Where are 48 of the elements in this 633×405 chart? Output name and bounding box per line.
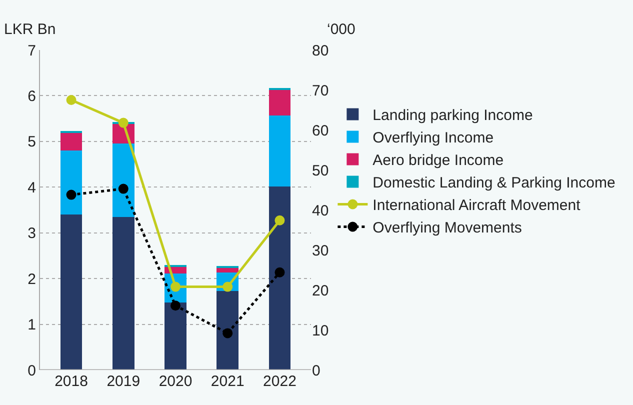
y2-tick-label: 10 bbox=[312, 322, 329, 340]
point bbox=[66, 95, 76, 105]
y-tick-label: 3 bbox=[28, 225, 36, 242]
y-axis-title: LKR Bn bbox=[4, 21, 56, 38]
y2-tick-label: 60 bbox=[312, 122, 329, 140]
point bbox=[274, 215, 285, 226]
bar bbox=[268, 115, 291, 187]
bar bbox=[60, 132, 82, 151]
y2-tick-label: 0 bbox=[312, 362, 320, 380]
y2-tick-label: 20 bbox=[312, 282, 329, 300]
point bbox=[222, 328, 233, 338]
y-tick-label: 2 bbox=[28, 270, 36, 288]
y2-tick-label: 50 bbox=[312, 162, 329, 180]
point bbox=[118, 184, 128, 194]
bar bbox=[112, 144, 134, 217]
legend-label: Landing parking Income bbox=[372, 107, 533, 124]
bar bbox=[164, 302, 186, 370]
legend-label: Domestic Landing & Parking Income bbox=[372, 174, 616, 192]
bar bbox=[60, 150, 82, 215]
bar bbox=[112, 216, 134, 370]
x-tick-label: 2018 bbox=[54, 373, 88, 390]
y2-axis-title: ‘000 bbox=[327, 21, 356, 38]
y-tick-label: 1 bbox=[28, 316, 36, 334]
y2-tick-label: 80 bbox=[312, 42, 329, 60]
bar bbox=[268, 89, 291, 116]
y2-tick-label: 30 bbox=[312, 242, 329, 260]
x-tick-label: 2019 bbox=[106, 373, 140, 390]
y-tick-label: 5 bbox=[28, 134, 36, 151]
legend-label: Aero bridge Income bbox=[372, 152, 504, 170]
y-tick-label: 7 bbox=[28, 42, 36, 60]
bar bbox=[268, 186, 291, 370]
y-tick-label: 0 bbox=[28, 362, 36, 380]
bar bbox=[60, 214, 82, 370]
bar bbox=[216, 290, 239, 370]
x-tick-label: 2021 bbox=[210, 373, 244, 390]
point bbox=[274, 267, 285, 278]
y2-tick-label: 70 bbox=[312, 82, 329, 100]
point bbox=[118, 118, 128, 128]
y2-tick-label: 40 bbox=[312, 202, 329, 220]
legend-label: Overflying Movements bbox=[372, 220, 522, 237]
y-tick-label: 4 bbox=[28, 179, 36, 196]
point bbox=[66, 190, 76, 200]
y-tick-label: 6 bbox=[28, 88, 36, 105]
point bbox=[170, 300, 180, 311]
legend-label: Overflying Income bbox=[372, 130, 494, 147]
legend-label: International Aircraft Movement bbox=[372, 197, 582, 214]
x-tick-label: 2020 bbox=[158, 373, 192, 390]
x-tick-label: 2022 bbox=[263, 373, 296, 390]
